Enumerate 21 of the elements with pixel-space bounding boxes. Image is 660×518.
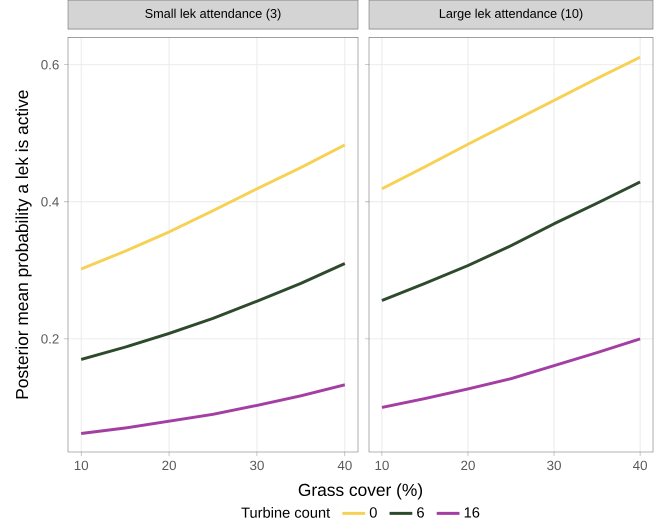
x-tick-label: 40 xyxy=(338,460,352,470)
x-tick-label: 20 xyxy=(461,460,475,470)
line-series xyxy=(80,262,346,361)
legend-label: 0 xyxy=(370,507,377,518)
legend-label: 6 xyxy=(417,507,424,518)
legend-title: Turbine count xyxy=(241,507,330,518)
line-series xyxy=(80,143,346,270)
x-tick-label: 10 xyxy=(74,460,88,470)
chart-title: Small lek attendance (3) xyxy=(145,8,280,20)
y-axis-title: Posterior mean probability a lek is active xyxy=(15,90,32,398)
x-tick-label: 30 xyxy=(547,460,561,470)
chart-title: Large lek attendance (10) xyxy=(440,8,582,20)
x-tick-label: 20 xyxy=(162,460,176,470)
x-tick-label: 40 xyxy=(632,460,647,470)
x-tick-label: 10 xyxy=(376,460,389,470)
y-tick-label: 0.6 xyxy=(41,60,59,70)
x-tick-label: 30 xyxy=(250,460,264,470)
y-tick-label: 0.2 xyxy=(41,334,59,344)
y-tick-label: 0.4 xyxy=(41,197,59,207)
x-axis-title: Grass cover (%) xyxy=(298,483,422,500)
legend-label: 16 xyxy=(464,507,480,518)
